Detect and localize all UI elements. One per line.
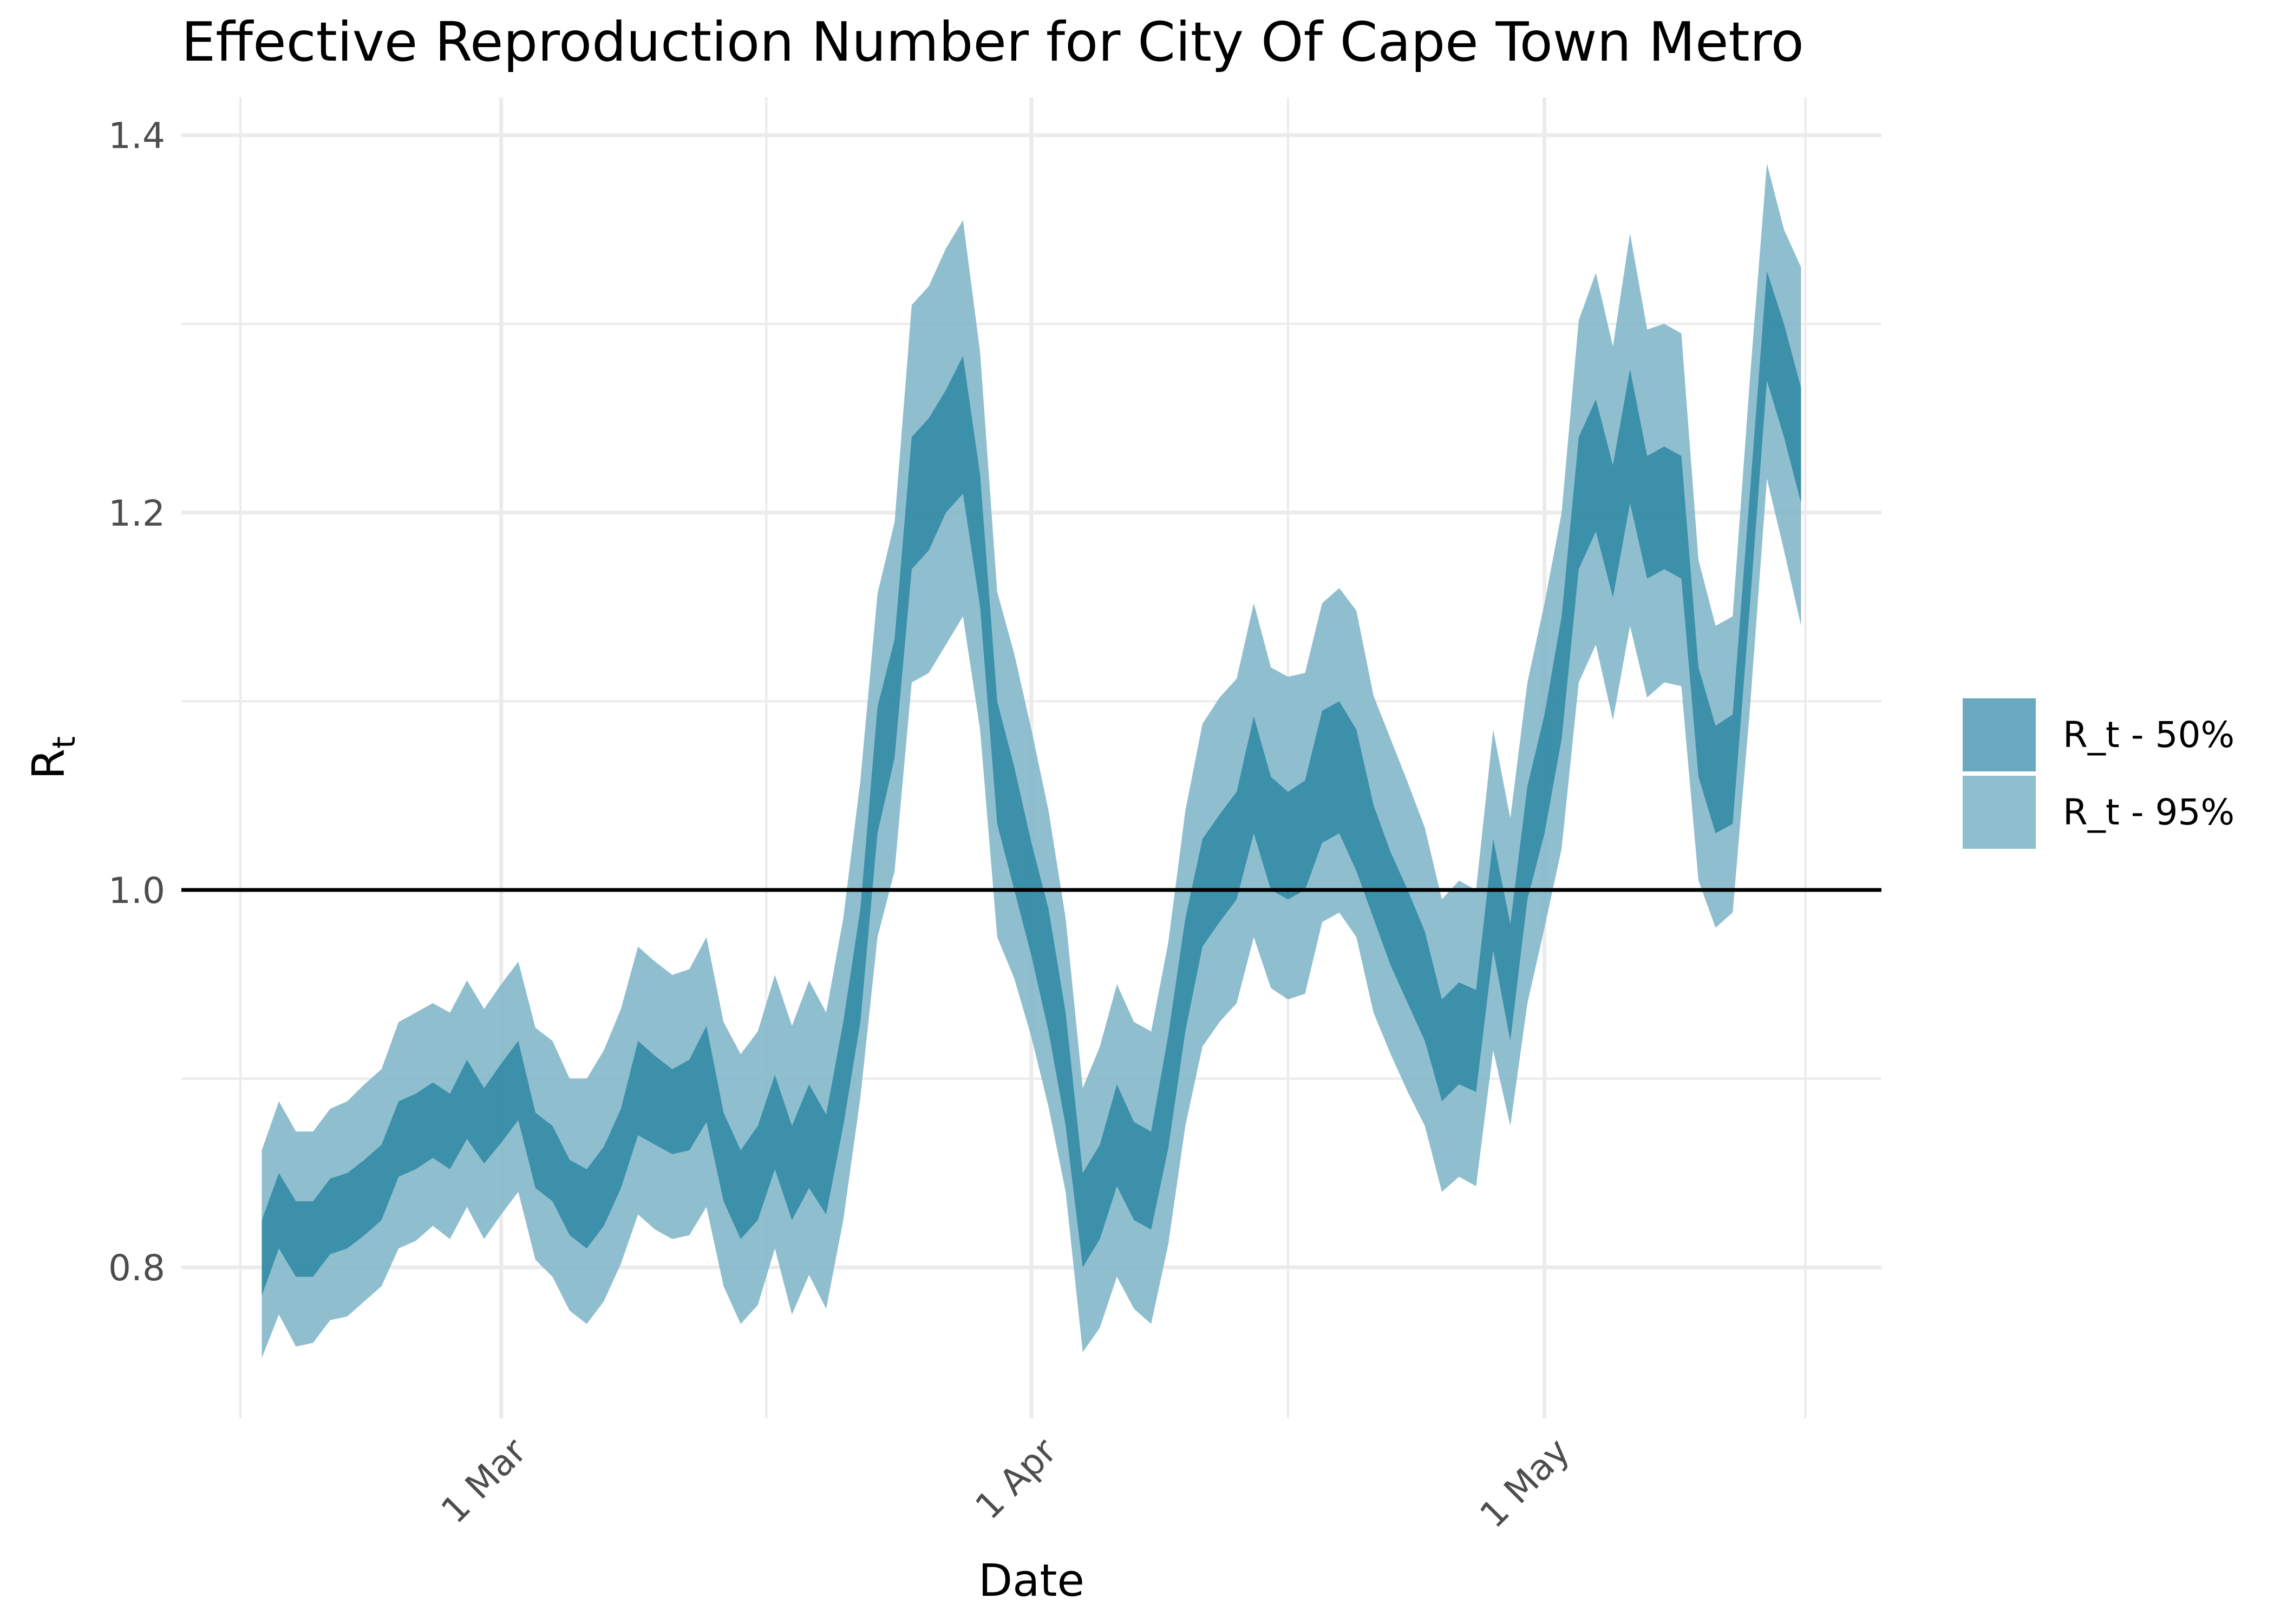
legend-label: R_t - 95%: [2063, 791, 2234, 833]
svg-text:Rt: Rt: [23, 736, 82, 780]
x-tick-label: 1 May: [1472, 1430, 1578, 1536]
y-tick-label: 0.8: [108, 1247, 165, 1289]
chart-title: Effective Reproduction Number for City O…: [181, 10, 1804, 74]
x-tick-label: 1 Apr: [968, 1430, 1065, 1527]
legend: R_t - 50% R_t - 95%: [1963, 698, 2234, 849]
y-tick-label: 1.2: [108, 493, 165, 534]
y-axis-label-sub: t: [45, 736, 82, 749]
y-axis-label-main: R: [23, 749, 75, 780]
y-tick-label: 1.4: [108, 115, 165, 157]
legend-swatch: [1963, 698, 2036, 771]
band-layer: [262, 163, 1801, 1358]
x-axis-label: Date: [978, 1555, 1084, 1607]
legend-label: R_t - 50%: [2063, 714, 2234, 756]
y-axis-label: Rt: [23, 736, 82, 780]
legend-swatch: [1963, 776, 2036, 849]
y-tick-label: 1.0: [108, 870, 165, 912]
x-tick-label: 1 Mar: [433, 1430, 535, 1531]
